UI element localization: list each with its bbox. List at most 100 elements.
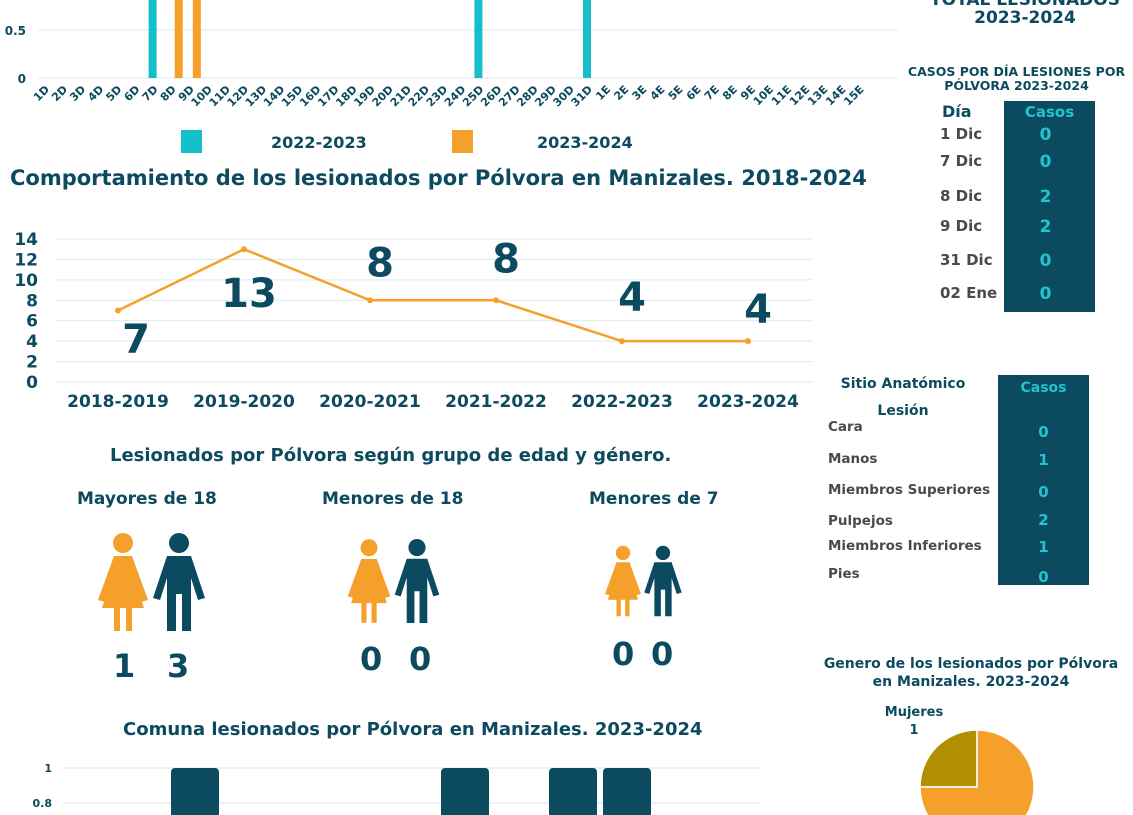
site-table-cases: 1 bbox=[1038, 451, 1049, 469]
trend-data-label: 4 bbox=[744, 287, 772, 333]
trend-data-label: 8 bbox=[492, 236, 520, 282]
daily-table-cases: 0 bbox=[1039, 251, 1052, 271]
x-tick-label: 3E bbox=[630, 83, 650, 103]
site-table-site: Miembros Superiores bbox=[828, 482, 991, 498]
site-cases-panel bbox=[998, 375, 1089, 585]
comuna-bar bbox=[171, 768, 219, 815]
trend-point bbox=[241, 246, 247, 253]
daily-cases-chart: 1D2D3D4D5D6D7D8D9D10D11D12D13D14D15D16D1… bbox=[5, 0, 898, 109]
x-tick-label: 5D bbox=[103, 83, 124, 104]
x-tick-label: 2D bbox=[49, 83, 70, 104]
y-tick-label: 0 bbox=[18, 72, 26, 86]
site-table-cases: 0 bbox=[1038, 568, 1049, 586]
x-tick-label: 31D bbox=[569, 83, 595, 109]
bar-2023-2024-8D bbox=[174, 0, 183, 78]
x-tick-label: 8E bbox=[720, 83, 740, 103]
y-tick-label: 0 bbox=[26, 373, 38, 393]
site-table-cases-header: Casos bbox=[1020, 380, 1067, 396]
y-tick-label: 4 bbox=[26, 332, 38, 352]
trend-point bbox=[115, 307, 121, 314]
count-women-minors: 0 bbox=[360, 640, 383, 678]
total-title-line2: 2023-2024 bbox=[974, 8, 1076, 28]
x-tick-label: 4D bbox=[85, 83, 106, 104]
demographics-title: Lesionados por Pólvora según grupo de ed… bbox=[110, 445, 672, 466]
daily-table-cases: 0 bbox=[1039, 284, 1052, 304]
y-tick-label: 12 bbox=[14, 250, 38, 270]
daily-table-cases-header: Casos bbox=[1024, 103, 1075, 121]
daily-table-day-header: Día bbox=[942, 102, 972, 121]
woman-icon bbox=[98, 533, 148, 631]
bar-2022-2023-31D bbox=[583, 0, 591, 78]
site-header-line1: Sitio Anatómico bbox=[840, 376, 966, 392]
site-table-cases: 2 bbox=[1038, 511, 1049, 529]
legend-swatch-2022-2023 bbox=[181, 130, 202, 153]
x-tick-label: 2E bbox=[611, 83, 631, 103]
count-men-minors: 0 bbox=[409, 640, 432, 678]
total-title: TOTAL LESIONADOS 2023-2024 bbox=[905, 0, 1133, 27]
x-tick-label: 5E bbox=[666, 83, 686, 103]
man-icon bbox=[644, 545, 682, 617]
comuna-chart-title: Comuna lesionados por Pólvora en Manizal… bbox=[123, 719, 703, 740]
count-men-under-7: 0 bbox=[651, 635, 674, 673]
site-table-cases: 0 bbox=[1038, 423, 1049, 441]
group-label-under-7: Menores de 7 bbox=[589, 489, 719, 509]
x-tick-label: 6D bbox=[122, 83, 143, 104]
site-header-line2: Lesión bbox=[877, 403, 929, 419]
x-tick-label: 3D bbox=[67, 83, 88, 104]
group-label-minors: Menores de 18 bbox=[322, 489, 464, 509]
daily-cases-panel bbox=[1004, 101, 1095, 312]
comuna-bar bbox=[549, 768, 597, 815]
site-table-cases: 0 bbox=[1038, 483, 1049, 501]
trend-point bbox=[493, 297, 499, 304]
daily-table-day: 02 Ene bbox=[940, 284, 998, 302]
site-table-site: Miembros Inferiores bbox=[828, 538, 982, 554]
trend-data-label: 8 bbox=[366, 240, 394, 286]
daily-table-cases: 2 bbox=[1039, 217, 1052, 237]
pie-slice bbox=[919, 729, 978, 788]
x-tick-label: 2020-2021 bbox=[319, 392, 421, 412]
bar-2022-2023-25D bbox=[474, 0, 483, 78]
woman-icon bbox=[347, 539, 391, 623]
gender-chart-title: Genero de los lesionados por Pólvora en … bbox=[812, 655, 1130, 691]
daily-table-title-line1: CASOS POR DÍA LESIONES POR bbox=[907, 64, 1126, 79]
bar-2022-2023-7D bbox=[148, 0, 157, 78]
trend-point bbox=[745, 338, 751, 345]
gender-title-line1: Genero de los lesionados por Pólvora bbox=[823, 656, 1119, 672]
total-title-line1: TOTAL LESIONADOS bbox=[930, 0, 1120, 10]
trend-data-label: 4 bbox=[618, 275, 646, 321]
x-tick-label: 1D bbox=[31, 83, 52, 104]
y-tick-label: 2 bbox=[26, 353, 38, 373]
x-tick-label: 8D bbox=[158, 83, 179, 104]
x-tick-label: 4E bbox=[648, 83, 668, 103]
y-tick-label: 14 bbox=[14, 230, 38, 250]
daily-table-cases: 0 bbox=[1039, 125, 1052, 145]
legend-label-2022-2023: 2022-2023 bbox=[271, 133, 367, 152]
group-label-adults: Mayores de 18 bbox=[77, 489, 217, 509]
y-tick-label: 8 bbox=[26, 291, 38, 311]
daily-table-day: 9 Dic bbox=[940, 217, 983, 235]
site-table-site: Pulpejos bbox=[828, 513, 893, 529]
trend-point bbox=[367, 297, 373, 304]
x-tick-label: 2019-2020 bbox=[193, 392, 295, 412]
pie-label-value: 1 bbox=[909, 723, 919, 738]
site-table-cases: 1 bbox=[1038, 538, 1049, 556]
site-table-site: Pies bbox=[828, 566, 860, 582]
daily-table-cases: 2 bbox=[1039, 187, 1052, 207]
daily-table-cases: 0 bbox=[1039, 152, 1052, 172]
legend-label-2023-2024: 2023-2024 bbox=[537, 133, 633, 152]
gender-title-line2: en Manizales. 2023-2024 bbox=[872, 674, 1070, 690]
x-tick-label: 1E bbox=[593, 83, 613, 103]
comuna-bar bbox=[603, 768, 651, 815]
woman-icon bbox=[605, 545, 641, 617]
x-tick-label: 15E bbox=[841, 83, 866, 108]
y-tick-label: 6 bbox=[26, 312, 38, 332]
gender-pie-chart bbox=[919, 729, 1035, 815]
pie-slice bbox=[919, 729, 1035, 815]
daily-table-day: 1 Dic bbox=[940, 125, 983, 143]
daily-table-day: 8 Dic bbox=[940, 187, 983, 205]
legend-swatch-2023-2024 bbox=[452, 130, 473, 153]
daily-table-title-line2: PÓLVORA 2023-2024 bbox=[944, 78, 1089, 93]
x-tick-label: 2018-2019 bbox=[67, 392, 169, 412]
count-men-adults: 3 bbox=[167, 647, 190, 685]
bar-2023-2024-9D bbox=[192, 0, 201, 78]
